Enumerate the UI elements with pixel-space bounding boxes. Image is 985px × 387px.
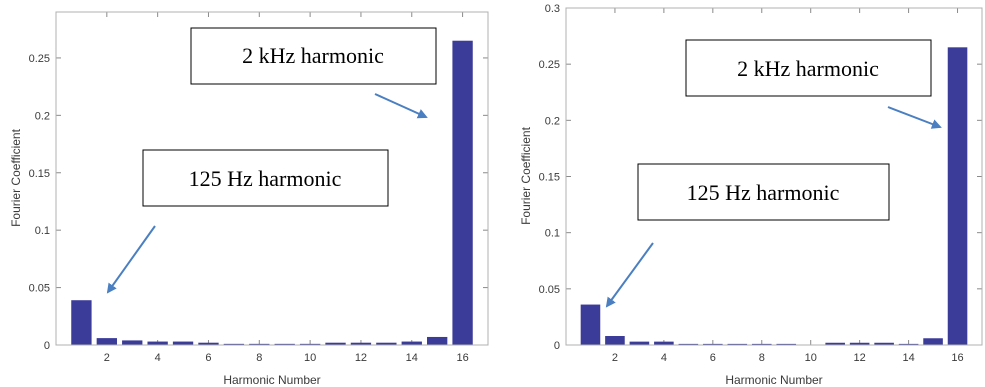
annotation-125hz: 125 Hz harmonic	[106, 149, 389, 294]
annotation-125hz-label: 125 Hz harmonic	[189, 166, 342, 191]
bar-harmonic-14	[401, 341, 422, 345]
bar-harmonic-2	[605, 336, 625, 345]
bar-harmonic-11	[825, 342, 845, 345]
y-tick-labels: 0 0.05 0.1 0.15 0.2 0.25	[29, 53, 50, 352]
annotation-box	[190, 27, 437, 85]
bars	[580, 47, 968, 345]
y-tick-label: 0.25	[29, 53, 50, 65]
bar-harmonic-7	[727, 343, 748, 345]
bar-harmonic-16	[452, 40, 473, 346]
bar-harmonic-8	[249, 343, 270, 345]
bar-harmonic-5	[172, 341, 194, 345]
annotation-2khz-label: 2 kHz harmonic	[737, 56, 879, 81]
arrow-125hz	[106, 225, 156, 294]
y-tick-labels: 0 0.05 0.1 0.15 0.2 0.25 0.3	[539, 3, 560, 352]
plot-frame	[565, 7, 983, 346]
y-axis-label: Fourier Coefficient	[519, 126, 533, 224]
x-tick-label: 10	[304, 352, 316, 364]
annotation-2khz: 2 kHz harmonic	[685, 39, 942, 129]
annotation-2khz: 2 kHz harmonic	[190, 27, 437, 119]
bar-harmonic-4	[654, 341, 674, 345]
annotation-box	[637, 163, 890, 221]
annotation-125hz: 125 Hz harmonic	[605, 163, 890, 308]
bar-harmonic-3	[629, 341, 650, 345]
bars	[71, 40, 473, 346]
x-tick-label: 10	[805, 352, 817, 364]
bar-harmonic-2	[96, 338, 117, 345]
bar-harmonic-9	[776, 343, 797, 345]
x-tick-labels: 2 4 6 8 10 12 14 16	[612, 352, 964, 364]
bar-harmonic-13	[376, 342, 397, 345]
bar-harmonic-7	[223, 343, 245, 345]
arrow-2khz	[887, 106, 942, 129]
x-tick-label: 6	[710, 352, 716, 364]
x-tick-label: 6	[205, 352, 211, 364]
bar-harmonic-14	[898, 343, 919, 345]
bar-harmonic-1	[71, 300, 92, 345]
bar-harmonic-9	[274, 343, 295, 345]
y-axis-label: Fourier Coefficient	[9, 128, 23, 226]
x-tick-label: 8	[759, 352, 765, 364]
x-tick-label: 12	[854, 352, 866, 364]
annotation-box	[685, 39, 932, 97]
bar-harmonic-12	[849, 342, 870, 345]
x-tick-label: 14	[406, 352, 418, 364]
y-tick-label: 0.15	[29, 168, 50, 180]
x-tick-label: 2	[612, 352, 618, 364]
x-tick-label: 16	[951, 352, 963, 364]
y-tick-label: 0.1	[35, 225, 50, 237]
bar-harmonic-3	[122, 340, 143, 345]
bar-harmonic-6	[198, 342, 219, 345]
x-tick-label: 12	[355, 352, 367, 364]
bar-harmonic-6	[703, 343, 723, 345]
arrow-125hz	[605, 242, 654, 308]
plot-frame	[55, 11, 489, 346]
x-axis-label: Harmonic Number	[223, 373, 320, 387]
arrow-2khz	[374, 93, 428, 119]
y-tick-label: 0.2	[35, 110, 50, 122]
x-tick-labels: 2 4 6 8 10 12 14 16	[104, 352, 469, 364]
bar-harmonic-11	[325, 342, 346, 345]
bar-harmonic-15	[923, 338, 943, 345]
x-tick-label: 14	[902, 352, 914, 364]
bar-harmonic-13	[874, 342, 894, 345]
y-tick-label: 0.05	[539, 284, 560, 296]
bar-harmonic-12	[350, 342, 372, 345]
x-tick-label: 4	[661, 352, 667, 364]
y-tick-label: 0.3	[545, 3, 560, 15]
y-tick-label: 0.2	[545, 115, 560, 127]
y-tick-label: 0.1	[545, 228, 560, 240]
annotation-125hz-label: 125 Hz harmonic	[687, 180, 840, 205]
annotation-box	[142, 149, 389, 207]
left-chart: 0 0.05 0.1 0.15 0.2 0.25 2 4 6 8 10 12 14 16 Harmoni…	[9, 11, 489, 387]
bar-harmonic-15	[427, 336, 448, 345]
y-tick-label: 0.15	[539, 172, 560, 184]
x-tick-label: 16	[456, 352, 468, 364]
bar-harmonic-10	[299, 343, 321, 345]
annotation-2khz-label: 2 kHz harmonic	[242, 43, 384, 68]
bar-harmonic-5	[678, 343, 699, 345]
x-tick-label: 2	[104, 352, 110, 364]
bar-harmonic-1	[580, 304, 601, 345]
bar-harmonic-4	[147, 341, 168, 345]
bar-harmonic-8	[751, 343, 772, 345]
x-tick-label: 4	[155, 352, 161, 364]
y-tick-label: 0.05	[29, 283, 50, 295]
y-tick-label: 0	[554, 340, 560, 352]
right-chart: 0 0.05 0.1 0.15 0.2 0.25 0.3 2 4 6 8 10 12 14 16 Harm…	[519, 3, 983, 387]
x-tick-label: 8	[256, 352, 262, 364]
y-tick-label: 0	[44, 340, 50, 352]
x-axis-label: Harmonic Number	[725, 373, 822, 387]
bar-harmonic-16	[947, 47, 968, 345]
y-tick-label: 0.25	[539, 59, 560, 71]
